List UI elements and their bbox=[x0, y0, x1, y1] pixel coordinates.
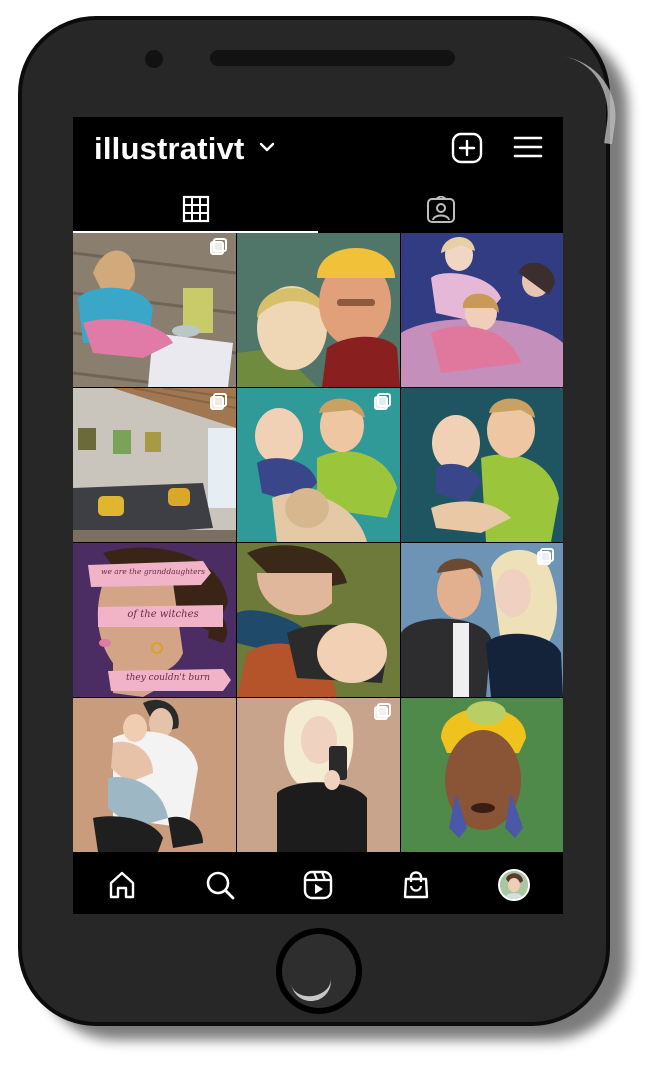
post-image bbox=[401, 543, 563, 697]
nav-home[interactable] bbox=[102, 865, 142, 905]
post-tile-child-drawing[interactable] bbox=[73, 233, 236, 387]
plus-square-icon[interactable] bbox=[451, 132, 483, 164]
home-hardware-button[interactable] bbox=[276, 928, 362, 1014]
carousel-icon bbox=[537, 548, 554, 567]
post-tile-couple-blue[interactable] bbox=[401, 543, 563, 697]
nav-search[interactable] bbox=[200, 865, 240, 905]
post-tile-mother-hug[interactable] bbox=[73, 698, 236, 852]
account-switcher[interactable]: illustrativt bbox=[94, 131, 245, 166]
phone-screen: illustrativt bbox=[73, 117, 563, 914]
post-tile-couple-beanie[interactable] bbox=[237, 233, 400, 387]
tab-tagged[interactable] bbox=[318, 187, 563, 233]
nav-profile[interactable] bbox=[494, 865, 534, 905]
bottom-navbar bbox=[73, 855, 563, 914]
shop-icon bbox=[403, 870, 429, 898]
post-image bbox=[73, 698, 236, 852]
post-tile-living-room[interactable] bbox=[73, 388, 236, 542]
post-image bbox=[73, 543, 236, 697]
post-image bbox=[73, 233, 236, 387]
profile-header: illustrativt bbox=[73, 117, 563, 177]
post-tile-father-babies[interactable] bbox=[237, 388, 400, 542]
banner-line-1: we are the granddaughters bbox=[101, 567, 205, 576]
post-tile-father-kiss[interactable] bbox=[401, 388, 563, 542]
post-image bbox=[401, 698, 563, 852]
carousel-icon bbox=[210, 238, 227, 257]
profile-tabs bbox=[73, 187, 563, 233]
carousel-icon bbox=[210, 393, 227, 412]
banner-line-3: they couldn't burn bbox=[126, 673, 210, 683]
carousel-icon bbox=[374, 393, 391, 412]
post-tile-three-girls[interactable] bbox=[401, 233, 563, 387]
post-image bbox=[73, 388, 236, 542]
post-image bbox=[237, 543, 400, 697]
home-button-face bbox=[282, 934, 356, 1008]
tagged-person-icon bbox=[426, 196, 455, 223]
nav-shop[interactable] bbox=[396, 865, 436, 905]
post-tile-headwrap[interactable] bbox=[401, 698, 563, 852]
chevron-down-icon[interactable] bbox=[259, 141, 275, 153]
grid-icon bbox=[182, 195, 209, 223]
banner-line-2: of the witches bbox=[127, 609, 199, 620]
post-tile-selfie[interactable] bbox=[237, 698, 400, 852]
profile-avatar bbox=[498, 868, 530, 901]
post-image bbox=[237, 388, 400, 542]
post-tile-witches-quote[interactable]: we are the granddaughters of the witches… bbox=[73, 543, 236, 697]
carousel-icon bbox=[374, 703, 391, 722]
post-image bbox=[237, 698, 400, 852]
tab-posts-grid[interactable] bbox=[73, 187, 318, 233]
reels-icon bbox=[303, 870, 333, 899]
hamburger-icon[interactable] bbox=[513, 133, 543, 161]
post-image bbox=[401, 388, 563, 542]
front-camera bbox=[145, 50, 163, 68]
post-tile-mother-baby[interactable] bbox=[237, 543, 400, 697]
post-image bbox=[237, 233, 400, 387]
posts-grid: we are the granddaughters of the witches… bbox=[73, 233, 563, 853]
post-image bbox=[401, 233, 563, 387]
home-icon bbox=[109, 871, 135, 898]
nav-reels[interactable] bbox=[298, 865, 338, 905]
earpiece-speaker bbox=[210, 50, 455, 66]
search-icon bbox=[206, 871, 235, 899]
